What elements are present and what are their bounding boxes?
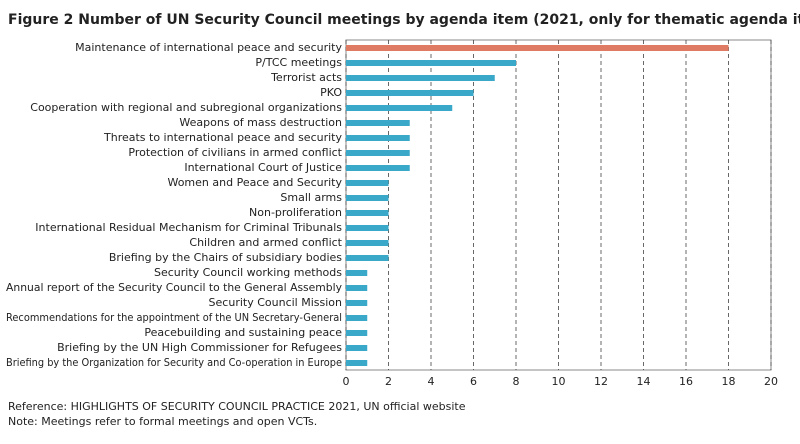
- bar: [346, 285, 368, 291]
- y-tick-label: Terrorist acts: [270, 71, 342, 84]
- note: Reference: HIGHLIGHTS OF SECURITY COUNCI…: [8, 400, 466, 413]
- y-tick-label: Security Council Mission: [209, 296, 342, 309]
- bar: [346, 330, 368, 336]
- y-tick-label: Cooperation with regional and subregiona…: [30, 101, 342, 114]
- bar: [346, 45, 729, 51]
- x-tick-label: 20: [764, 375, 778, 388]
- bar: [346, 225, 389, 231]
- y-tick-label: Protection of civilians in armed conflic…: [128, 146, 342, 159]
- x-tick-label: 12: [594, 375, 608, 388]
- y-tick-label: Non-proliferation: [249, 206, 342, 219]
- y-tick-label: PKO: [320, 86, 342, 99]
- y-tick-label: Briefing by the UN High Commissioner for…: [57, 341, 342, 354]
- y-tick-label: Children and armed conflict: [189, 236, 342, 249]
- bar: [346, 195, 389, 201]
- y-tick-label: Recommendations for the appointment of t…: [6, 311, 342, 324]
- x-tick-label: 10: [552, 375, 566, 388]
- y-tick-label: Annual report of the Security Council to…: [6, 281, 342, 294]
- x-tick-label: 18: [722, 375, 736, 388]
- bar: [346, 75, 495, 81]
- bar: [346, 150, 410, 156]
- y-tick-label: Briefing by the Organization for Securit…: [6, 356, 342, 369]
- y-tick-label: Maintenance of international peace and s…: [75, 41, 342, 54]
- x-tick-label: 14: [637, 375, 651, 388]
- bar: [346, 90, 474, 96]
- bar: [346, 315, 368, 321]
- y-tick-label: Small arms: [280, 191, 342, 204]
- x-tick-label: 6: [470, 375, 477, 388]
- bar: [346, 165, 410, 171]
- bar: [346, 135, 410, 141]
- x-tick-label: 4: [428, 375, 435, 388]
- note: Note: Meetings refer to formal meetings …: [8, 415, 317, 428]
- y-tick-label: Weapons of mass destruction: [179, 116, 342, 129]
- bar: [346, 240, 389, 246]
- bar: [346, 270, 368, 276]
- y-tick-label: Women and Peace and Security: [167, 176, 342, 189]
- y-tick-label: Threats to international peace and secur…: [103, 131, 342, 144]
- bar: [346, 180, 389, 186]
- bar: [346, 360, 368, 366]
- y-tick-label: Security Council working methods: [154, 266, 342, 279]
- x-tick-label: 2: [385, 375, 392, 388]
- bar: [346, 105, 453, 111]
- bar: [346, 120, 410, 126]
- y-tick-label: Peacebuilding and sustaining peace: [144, 326, 342, 339]
- x-tick-label: 16: [679, 375, 693, 388]
- bar: [346, 255, 389, 261]
- bar: [346, 210, 389, 216]
- x-tick-label: 0: [343, 375, 350, 388]
- x-tick-label: 8: [513, 375, 520, 388]
- chart-title: Figure 2 Number of UN Security Council m…: [8, 12, 800, 28]
- y-tick-label: P/TCC meetings: [255, 56, 342, 69]
- bar: [346, 60, 516, 66]
- bar: [346, 300, 368, 306]
- y-tick-label: Briefing by the Chairs of subsidiary bod…: [109, 251, 342, 264]
- y-tick-label: International Residual Mechanism for Cri…: [35, 221, 342, 234]
- y-tick-label: International Court of Justice: [184, 161, 342, 174]
- bar: [346, 345, 368, 351]
